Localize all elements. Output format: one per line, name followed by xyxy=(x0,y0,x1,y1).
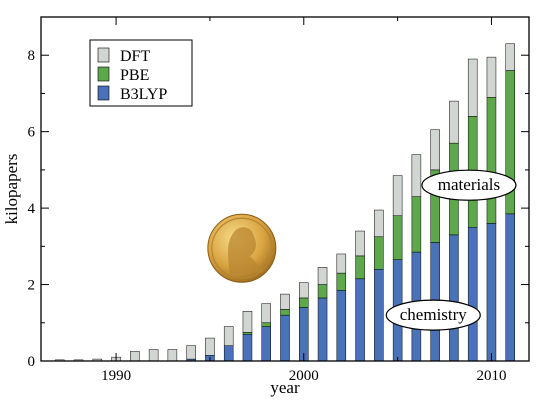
bar-dft-1999 xyxy=(280,293,290,310)
bar-pbe-2006 xyxy=(411,196,422,253)
bar-dft-2006 xyxy=(411,154,422,197)
annotation-label-chemistry: chemistry xyxy=(400,305,468,324)
bar-dft-1991 xyxy=(130,351,140,362)
bar-pbe-2003 xyxy=(355,255,365,280)
x-tick-label-2000: 2000 xyxy=(289,368,319,384)
bar-dft-2002 xyxy=(336,253,347,274)
bar-pbe-2001 xyxy=(317,284,328,299)
bar-b3lyp-2009 xyxy=(467,226,478,362)
bar-b3lyp-1996 xyxy=(223,345,234,362)
x-tick-label-1990: 1990 xyxy=(101,368,131,384)
y-tick-label-0: 0 xyxy=(28,354,36,370)
bar-dft-1994 xyxy=(186,345,196,360)
bar-pbe-2002 xyxy=(336,272,347,291)
bar-b3lyp-2002 xyxy=(336,290,347,362)
legend-swatch-dft xyxy=(97,47,110,63)
annotation-chemistry: chemistry xyxy=(385,299,481,331)
legend-swatch-b3lyp xyxy=(97,85,110,101)
bar-b3lyp-2004 xyxy=(374,269,384,362)
legend: DFT PBE B3LYP xyxy=(89,39,193,107)
bar-pbe-2010 xyxy=(486,97,497,224)
tick-labels: 0 2 4 6 8 1990 2000 2010 xyxy=(28,48,507,384)
bar-dft-2005 xyxy=(392,175,403,216)
annotations: materials chemistry xyxy=(385,169,517,331)
plot-frame xyxy=(40,16,530,362)
annotation-oval-chemistry xyxy=(385,299,481,331)
x-axis-label: year xyxy=(270,378,300,397)
bar-dft-1997 xyxy=(242,311,253,333)
legend-swatch-pbe xyxy=(97,66,110,82)
bar-dft-2007 xyxy=(430,129,440,171)
medal-rim xyxy=(211,217,273,279)
bar-dft-1996 xyxy=(223,326,234,346)
bar-b3lyp-2003 xyxy=(355,278,365,362)
annotation-oval-materials xyxy=(421,169,517,201)
bar-pbe-2000 xyxy=(299,297,309,308)
bar-dft-1995 xyxy=(205,337,215,356)
bar-b3lyp-1997 xyxy=(242,333,253,362)
legend-label-pbe: PBE xyxy=(120,67,149,84)
annotation-materials: materials xyxy=(421,169,517,201)
bar-pbe-2005 xyxy=(392,215,403,260)
bar-dft-1998 xyxy=(261,303,271,324)
bar-b3lyp-2001 xyxy=(317,297,328,362)
bar-b3lyp-2010 xyxy=(486,223,497,362)
bar-dft-2011 xyxy=(505,43,515,71)
bar-b3lyp-2008 xyxy=(449,234,459,362)
annotation-label-materials: materials xyxy=(438,175,500,194)
bar-pbe-1999 xyxy=(280,309,290,316)
bar-dft-1993 xyxy=(167,349,178,362)
bar-b3lyp-2011 xyxy=(505,213,515,362)
y-tick-label-4: 4 xyxy=(28,201,36,217)
bar-dft-2010 xyxy=(486,56,497,98)
bar-b3lyp-1999 xyxy=(280,314,290,362)
legend-label-b3lyp: B3LYP xyxy=(120,86,167,103)
bar-pbe-1998 xyxy=(261,322,271,327)
bar-dft-2008 xyxy=(449,100,459,144)
nobel-medal-icon xyxy=(207,213,277,283)
bar-pbe-2004 xyxy=(374,236,384,270)
bar-dft-2004 xyxy=(374,209,384,238)
bar-b3lyp-1998 xyxy=(261,326,271,362)
bar-b3lyp-2000 xyxy=(299,307,309,362)
bar-dft-2003 xyxy=(355,230,365,257)
bar-dft-1992 xyxy=(148,349,159,362)
axis-ticks xyxy=(41,17,529,362)
bar-dft-2000 xyxy=(299,282,309,299)
bar-dft-2009 xyxy=(467,58,478,117)
bar-pbe-1997 xyxy=(242,332,253,335)
y-axis-label: kilopapers xyxy=(2,154,21,225)
y-tick-label-6: 6 xyxy=(28,125,36,141)
y-tick-label-2: 2 xyxy=(28,278,36,294)
y-tick-label-8: 8 xyxy=(28,48,36,64)
bar-dft-2001 xyxy=(317,267,328,285)
medal-portrait xyxy=(228,227,264,275)
x-tick-label-2010: 2010 xyxy=(476,368,506,384)
legend-label-dft: DFT xyxy=(120,48,150,65)
